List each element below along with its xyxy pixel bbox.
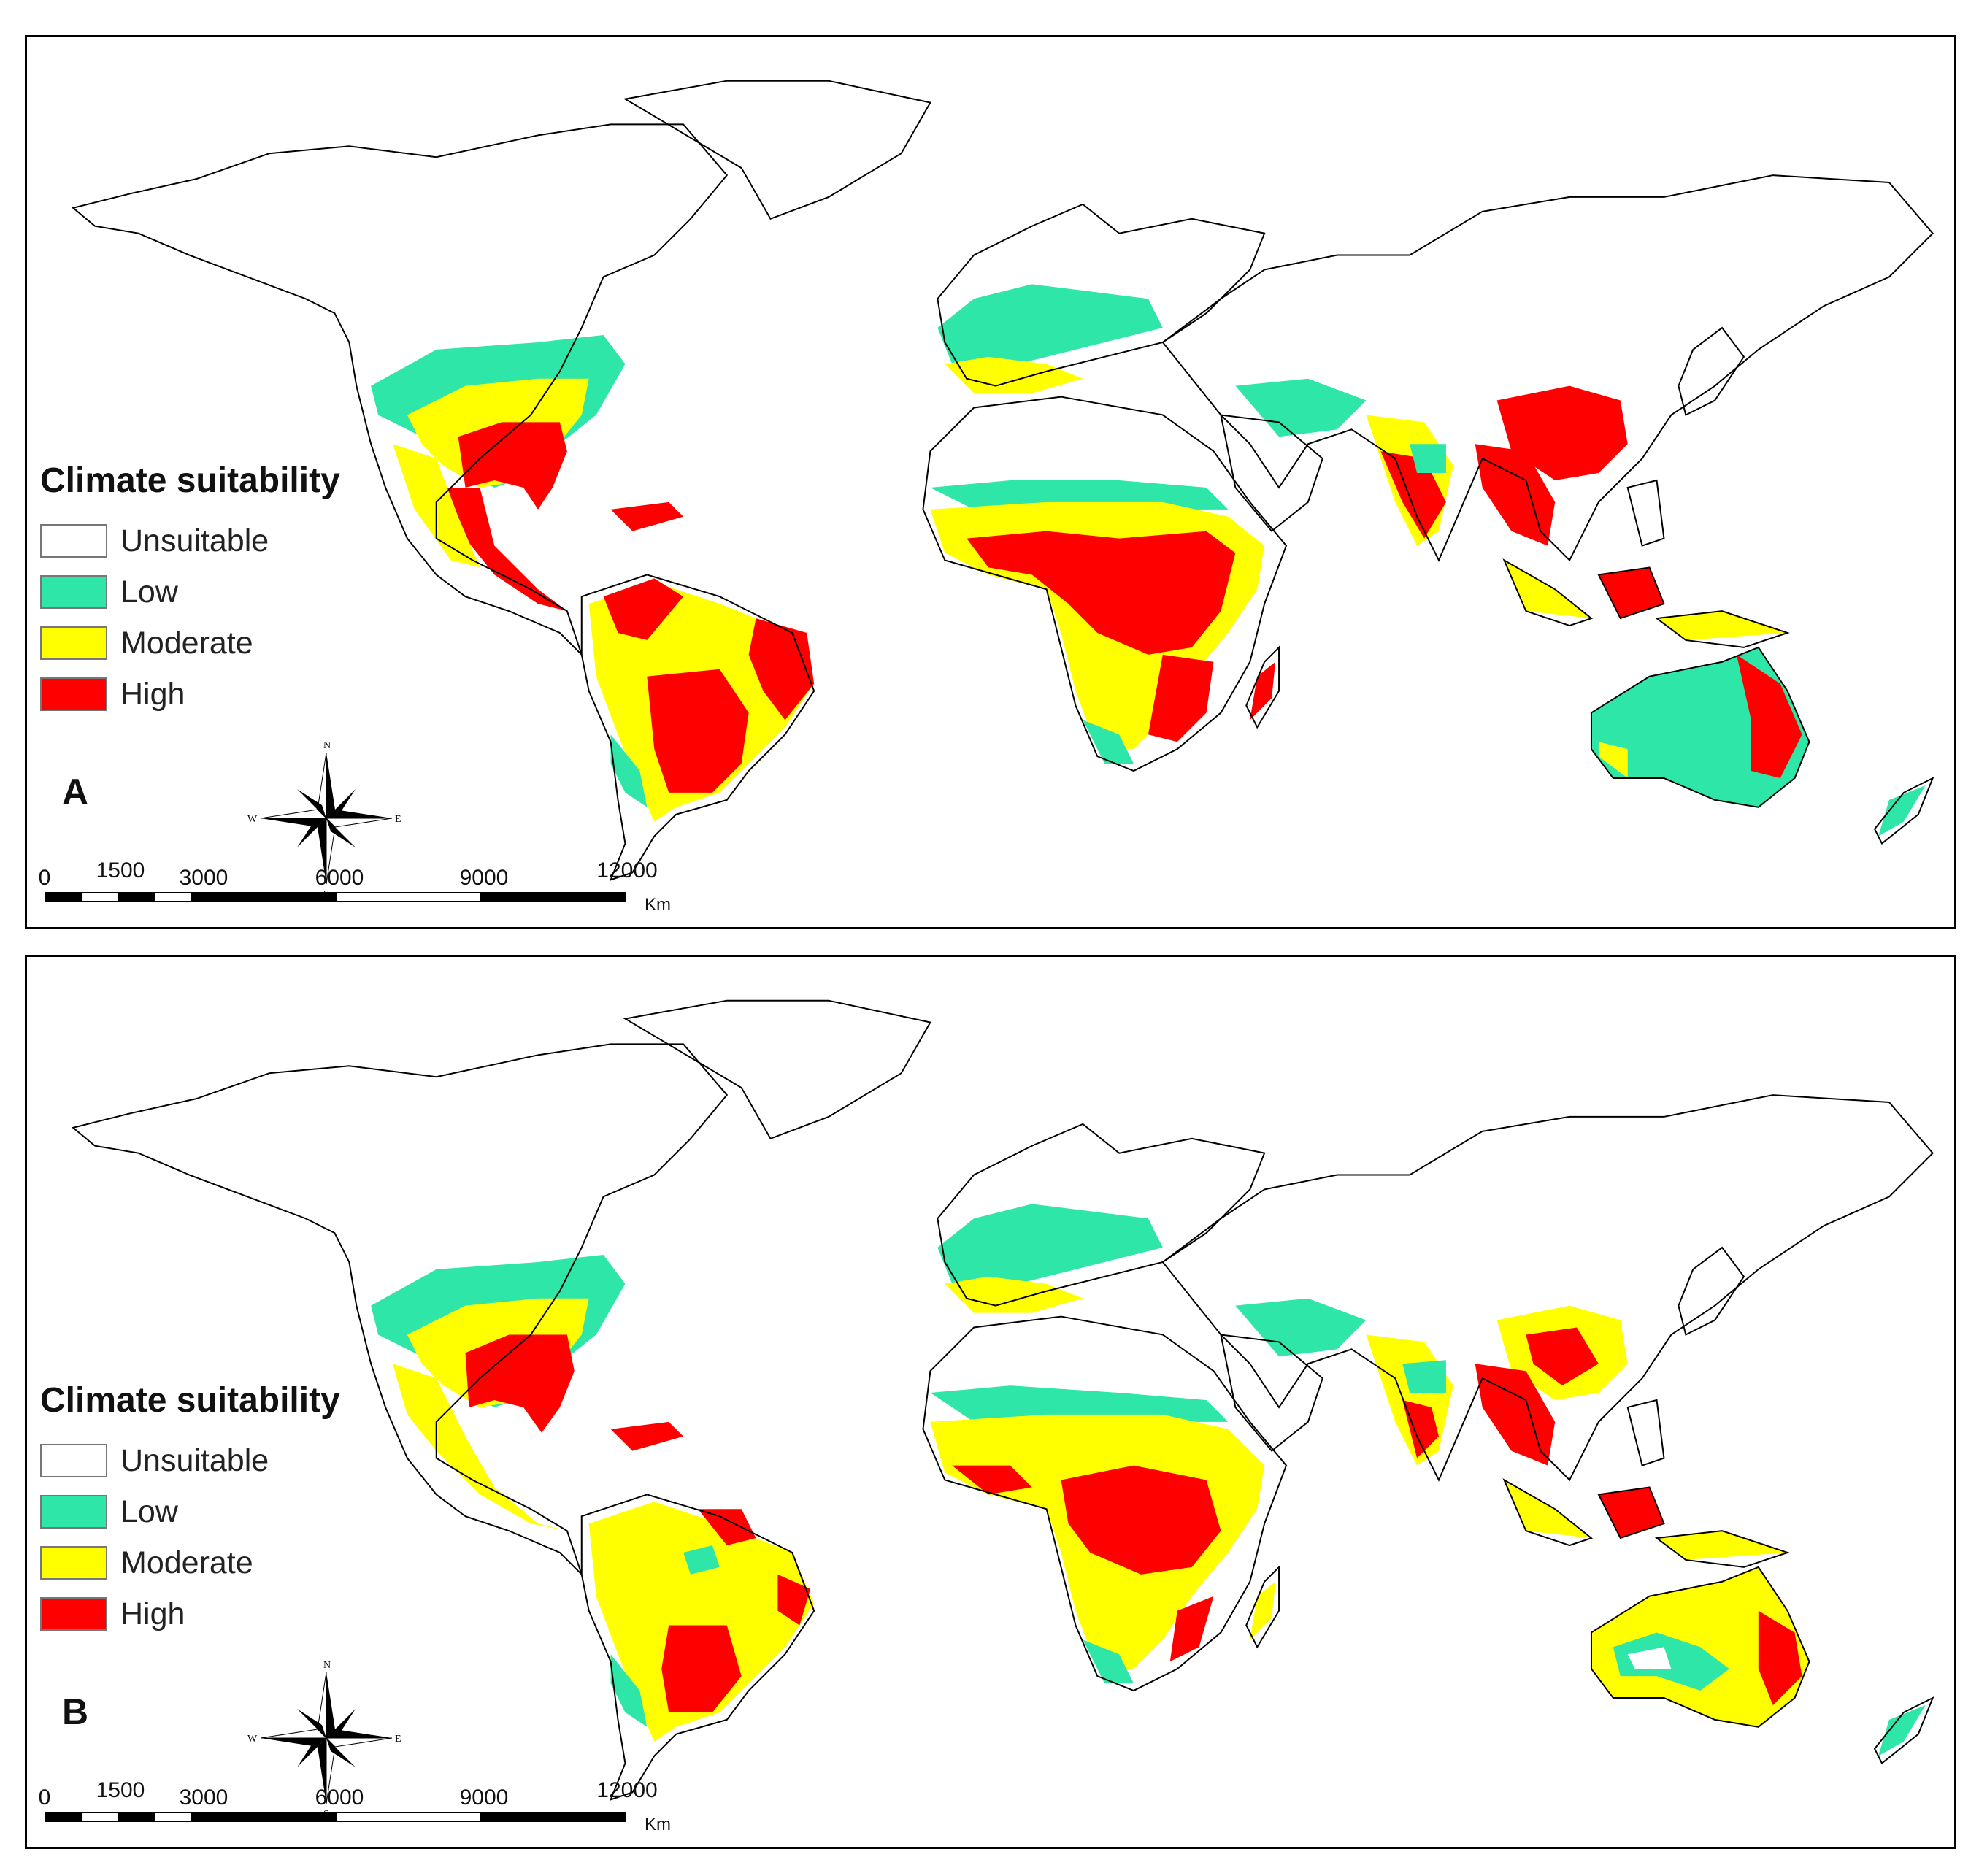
- scale-segment: [335, 1812, 481, 1822]
- compass-e: E: [395, 1734, 401, 1745]
- compass-n: N: [323, 740, 331, 751]
- scale-label: 6000: [315, 866, 364, 890]
- scale-segment: [191, 1812, 337, 1822]
- scale-segment: [154, 1812, 192, 1822]
- map-legend: Climate suitability Unsuitable Low Moder…: [40, 461, 340, 720]
- legend-swatch: [40, 626, 107, 660]
- suitability-map: [72, 80, 1934, 881]
- scale-segment: [480, 892, 626, 902]
- map-panel-a: Climate suitability Unsuitable Low Moder…: [25, 35, 1956, 929]
- scale-label: 1500: [96, 858, 145, 883]
- scale-segment: [45, 1812, 82, 1822]
- legend-swatch: [40, 575, 107, 609]
- scale-label: 3000: [179, 866, 228, 890]
- legend-swatch: [40, 677, 107, 711]
- legend-label: Unsuitable: [120, 523, 269, 558]
- legend-item-low: Low: [40, 566, 340, 618]
- legend-swatch: [40, 1597, 107, 1631]
- scale-segment: [118, 892, 155, 902]
- scale-segment: [335, 892, 481, 902]
- legend-swatch: [40, 1444, 107, 1477]
- legend-swatch: [40, 1546, 107, 1580]
- map-panel-b: Climate suitability Unsuitable Low Moder…: [25, 955, 1956, 1849]
- legend-item-unsuitable: Unsuitable: [40, 515, 340, 566]
- scale-unit: Km: [645, 1815, 671, 1834]
- compass-w: W: [247, 814, 258, 825]
- scale-label: 6000: [315, 1785, 364, 1810]
- scale-segment: [81, 892, 119, 902]
- legend-item-high: High: [40, 1588, 340, 1639]
- scale-label: 0: [38, 866, 51, 890]
- north-arrow-icon: N S E W: [247, 1660, 401, 1818]
- scale-segment: [154, 892, 192, 902]
- legend-label: Low: [120, 1494, 178, 1529]
- scale-label: 12000: [596, 1778, 658, 1802]
- scale-label: 9000: [459, 1785, 509, 1810]
- legend-swatch: [40, 1495, 107, 1529]
- panel-letter: A: [62, 772, 89, 812]
- scale-label: 0: [38, 1785, 51, 1810]
- compass-n: N: [323, 1660, 331, 1671]
- map-legend: Climate suitability Unsuitable Low Moder…: [40, 1380, 340, 1639]
- legend-label: High: [120, 676, 185, 712]
- scale-bar: 0 1500 3000 6000 9000 12000 Km: [34, 1778, 677, 1844]
- legend-item-low: Low: [40, 1486, 340, 1537]
- legend-item-high: High: [40, 669, 340, 720]
- legend-label: Moderate: [120, 625, 253, 661]
- compass-w: W: [247, 1734, 258, 1745]
- scale-segment: [118, 1812, 155, 1822]
- legend-item-moderate: Moderate: [40, 1537, 340, 1588]
- compass-e: E: [395, 814, 401, 825]
- scale-segment: [45, 892, 82, 902]
- scale-label: 1500: [96, 1778, 145, 1802]
- scale-label: 12000: [596, 858, 658, 883]
- scale-label: 3000: [179, 1785, 228, 1810]
- legend-label: Moderate: [120, 1545, 253, 1580]
- legend-item-unsuitable: Unsuitable: [40, 1435, 340, 1486]
- legend-title: Climate suitability: [40, 461, 340, 500]
- legend-label: Unsuitable: [120, 1442, 269, 1478]
- scale-bar: 0 1500 3000 6000 9000 12000 Km: [34, 858, 677, 924]
- legend-item-moderate: Moderate: [40, 618, 340, 669]
- legend-title: Climate suitability: [40, 1381, 340, 1420]
- scale-unit: Km: [645, 895, 671, 915]
- legend-label: High: [120, 1596, 185, 1631]
- suitability-map: [72, 999, 1934, 1801]
- scale-segment: [480, 1812, 626, 1822]
- scale-segment: [81, 1812, 119, 1822]
- legend-label: Low: [120, 574, 178, 610]
- scale-label: 9000: [459, 866, 509, 890]
- scale-segment: [191, 892, 337, 902]
- north-arrow-icon: N S E W: [247, 740, 401, 899]
- legend-swatch: [40, 524, 107, 558]
- panel-letter: B: [62, 1691, 89, 1732]
